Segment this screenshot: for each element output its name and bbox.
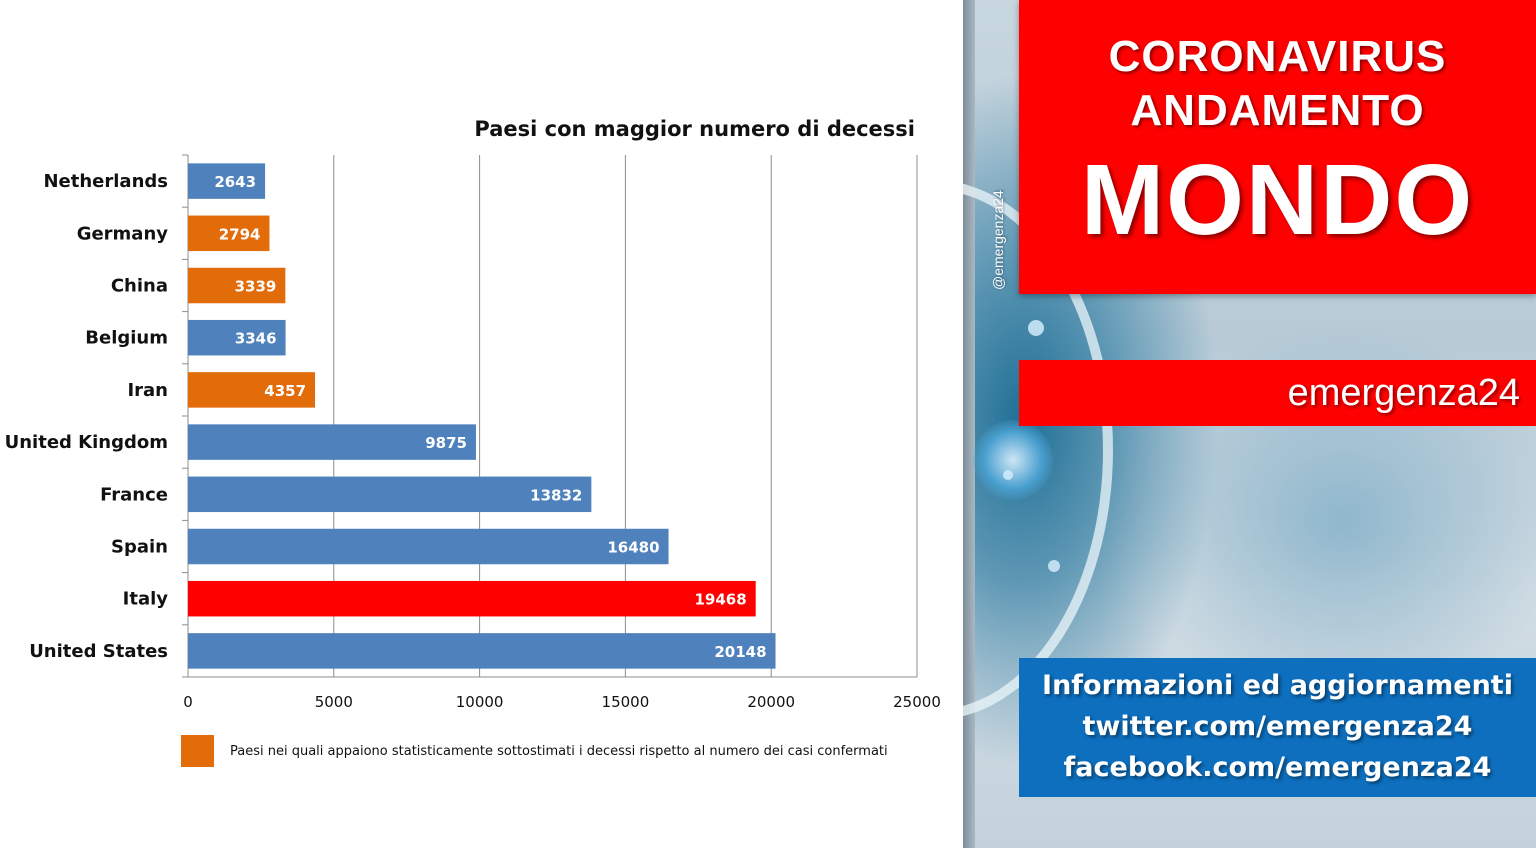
bar [188, 424, 476, 460]
category-label: Iran [127, 380, 168, 401]
bar [188, 633, 776, 669]
info-banner: Informazioni ed aggiornamenti twitter.co… [1019, 658, 1536, 797]
data-label: 16480 [607, 539, 659, 557]
data-label: 3339 [235, 278, 277, 296]
bar [188, 215, 270, 252]
x-tick-label: 0 [183, 693, 193, 711]
data-label: 19468 [694, 591, 746, 609]
data-label: 20148 [714, 643, 766, 661]
bubble [1028, 320, 1044, 336]
legend: Paesi nei quali appaiono statisticamente… [181, 735, 888, 767]
legend-swatch [181, 735, 214, 767]
brand-banner: emergenza24 [1019, 360, 1536, 426]
bubble [1048, 560, 1060, 572]
legend-label: Paesi nei quali appaiono statisticamente… [230, 744, 888, 759]
bar [188, 372, 316, 408]
category-label: United States [29, 641, 168, 662]
virus-icon [973, 420, 1053, 500]
data-label: 13832 [530, 486, 582, 504]
category-label: Belgium [85, 328, 168, 349]
title-main-mondo: MONDO [1080, 144, 1475, 256]
bar [188, 476, 592, 513]
category-label: France [100, 484, 168, 505]
bar [188, 580, 756, 617]
bars-layer [188, 163, 776, 669]
x-tick-label: 25000 [893, 693, 941, 711]
brand-text: emergenza24 [1287, 372, 1520, 414]
handle-watermark: @emergenza24 [990, 190, 1006, 290]
x-tick-label: 5000 [315, 693, 353, 711]
category-label: China [111, 276, 168, 297]
title-banner: CORONAVIRUS ANDAMENTO MONDO [1019, 0, 1536, 294]
title-line-andamento: ANDAMENTO [1130, 86, 1425, 135]
category-label: Netherlands [43, 171, 168, 192]
data-label: 2643 [214, 173, 256, 191]
data-label: 3346 [235, 330, 277, 348]
info-line-twitter[interactable]: twitter.com/emergenza24 [1082, 711, 1473, 742]
labels-layer: 0 5000 10000 15000 20000 25000 2643 Netherlands… [5, 171, 941, 711]
x-tick-label: 15000 [602, 693, 650, 711]
bubble [1003, 470, 1013, 480]
category-label: United Kingdom [5, 432, 168, 453]
bar-chart: 0 5000 10000 15000 20000 25000 2643 Netherlands… [5, 117, 941, 767]
info-line-facebook[interactable]: facebook.com/emergenza24 [1063, 752, 1492, 783]
x-tick-label: 10000 [456, 693, 504, 711]
info-line-title: Informazioni ed aggiornamenti [1042, 670, 1513, 701]
chart-title: Paesi con maggior numero di decessi [474, 117, 915, 141]
title-line-coronavirus: CORONAVIRUS [1108, 32, 1447, 81]
category-label: Germany [77, 223, 169, 244]
chart-panel: 0 5000 10000 15000 20000 25000 2643 Netherlands… [4, 117, 941, 767]
x-tick-label: 20000 [747, 693, 795, 711]
category-label: Italy [123, 589, 169, 610]
data-label: 2794 [219, 225, 261, 243]
bar [188, 528, 669, 565]
data-label: 9875 [425, 434, 467, 452]
bar [188, 319, 286, 356]
data-label: 4357 [264, 382, 306, 400]
category-label: Spain [111, 537, 168, 558]
bar [188, 163, 266, 199]
bar [188, 267, 286, 304]
